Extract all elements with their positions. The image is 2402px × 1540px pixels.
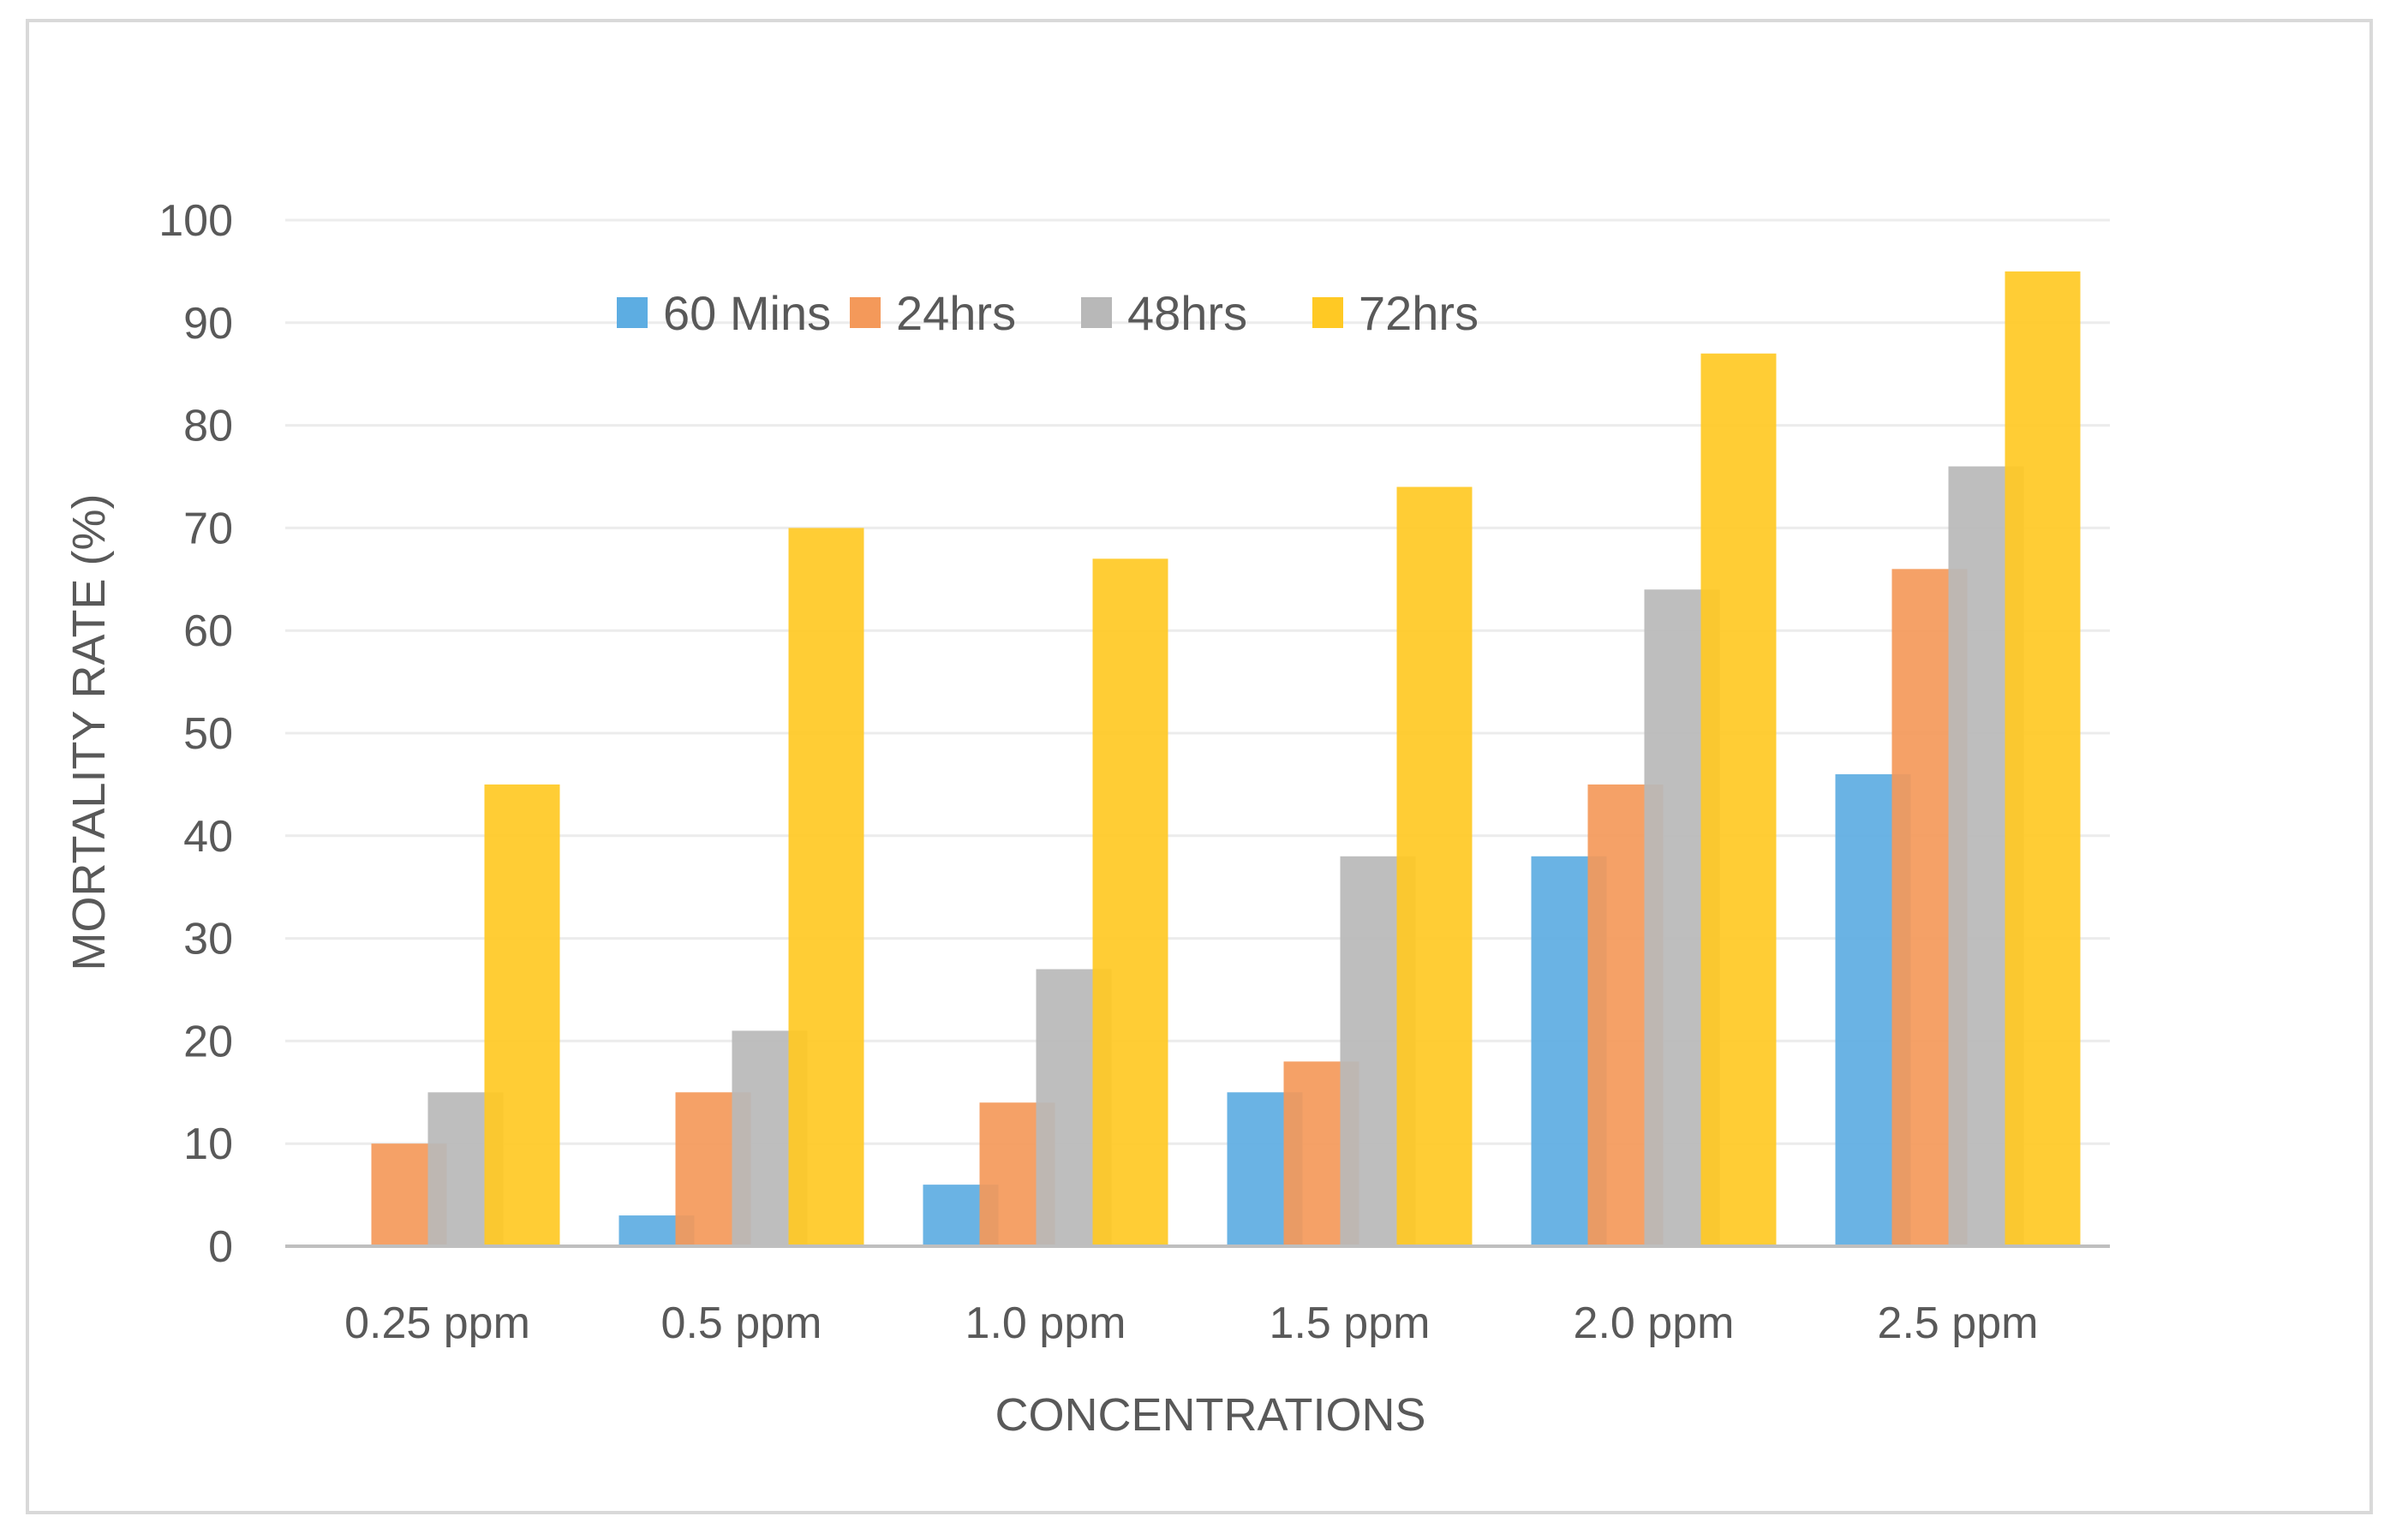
gridlines bbox=[285, 218, 2110, 1145]
legend-swatch bbox=[850, 297, 881, 328]
legend-label: 60 Mins bbox=[663, 286, 831, 340]
bars bbox=[371, 271, 2081, 1246]
y-axis-title: MORTALITY RATE (%) bbox=[63, 493, 115, 970]
y-tick-label: 100 bbox=[158, 196, 233, 246]
y-tick-label: 20 bbox=[183, 1017, 233, 1066]
legend-swatch bbox=[1081, 297, 1112, 328]
y-tick-label: 10 bbox=[183, 1119, 233, 1169]
y-tick-label: 80 bbox=[183, 402, 233, 451]
x-tick-label: 0.25 ppm bbox=[344, 1298, 530, 1348]
legend-label: 24hrs bbox=[896, 286, 1016, 340]
legend-swatch bbox=[617, 297, 648, 328]
bar-72hrs-4 bbox=[1396, 486, 1473, 1246]
y-tick-label: 40 bbox=[183, 812, 233, 862]
x-tick-labels: 0.25 ppm 0.5 ppm 1.0 ppm 1.5 ppm 2.0 ppm 2.5 … bbox=[344, 1298, 2038, 1348]
x-tick-label: 0.5 ppm bbox=[661, 1298, 822, 1348]
y-tick-label: 50 bbox=[183, 709, 233, 759]
legend-swatch bbox=[1312, 297, 1343, 328]
x-tick-label: 1.0 ppm bbox=[965, 1298, 1126, 1348]
x-tick-label: 1.5 ppm bbox=[1270, 1298, 1431, 1348]
legend-label: 72hrs bbox=[1359, 286, 1479, 340]
y-tick-label: 90 bbox=[183, 299, 233, 349]
y-tick-label: 60 bbox=[183, 606, 233, 656]
bar-72hrs-5 bbox=[1700, 353, 1777, 1246]
bar-72hrs-6 bbox=[2005, 271, 2081, 1246]
y-tick-label: 70 bbox=[183, 504, 233, 553]
bar-72hrs-3 bbox=[1092, 558, 1168, 1246]
legend-label: 48hrs bbox=[1127, 286, 1247, 340]
y-tick-labels: 0 10 20 30 40 50 60 70 80 90 100 bbox=[158, 196, 233, 1272]
y-tick-label: 30 bbox=[183, 915, 233, 964]
x-tick-label: 2.0 ppm bbox=[1574, 1298, 1735, 1348]
legend: 60 Mins 24hrs 48hrs 72hrs bbox=[617, 286, 1479, 340]
y-tick-label: 0 bbox=[208, 1222, 233, 1272]
x-axis-title: CONCENTRATIONS bbox=[995, 1389, 1425, 1441]
bar-72hrs-1 bbox=[484, 784, 560, 1246]
bar-72hrs-2 bbox=[788, 528, 864, 1246]
x-tick-label: 2.5 ppm bbox=[1878, 1298, 2039, 1348]
